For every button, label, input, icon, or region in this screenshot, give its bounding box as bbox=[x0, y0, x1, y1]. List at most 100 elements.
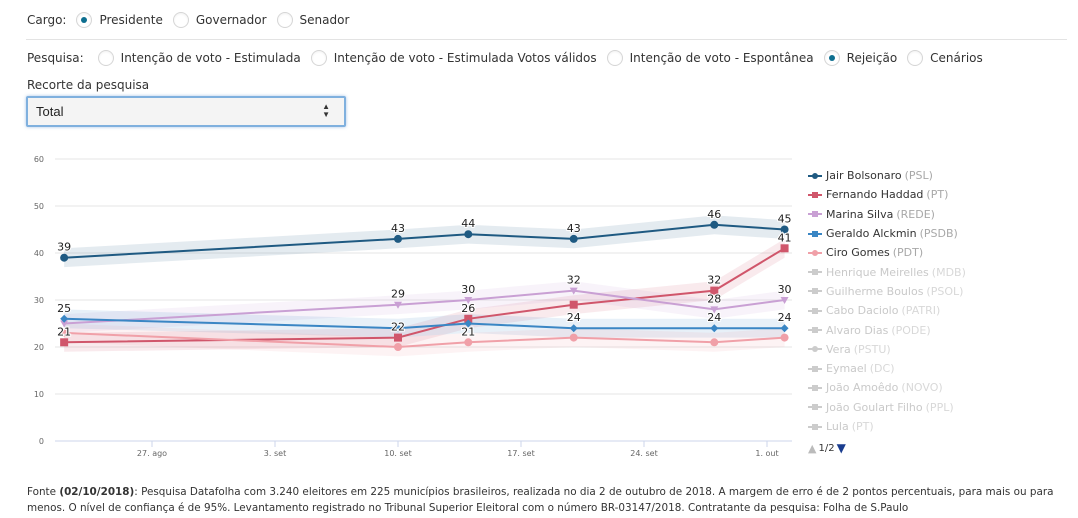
legend-marker-icon bbox=[808, 190, 822, 200]
data-label: 45 bbox=[778, 213, 792, 226]
data-label: 30 bbox=[778, 283, 792, 296]
legend-marker-icon bbox=[808, 229, 822, 239]
legend-marker-icon bbox=[808, 248, 822, 258]
recorte-select[interactable]: Total ▲ ▼ bbox=[26, 96, 346, 127]
data-point bbox=[710, 324, 719, 333]
radio-checked-icon[interactable] bbox=[823, 50, 840, 66]
data-point bbox=[60, 314, 69, 323]
legend-item[interactable]: Eymael (DC) bbox=[808, 359, 966, 378]
radio-label: Senador bbox=[299, 13, 350, 27]
divider bbox=[26, 39, 1067, 40]
data-point bbox=[569, 234, 578, 243]
radio-label: Rejeição bbox=[846, 51, 898, 65]
radio-label: Intenção de voto - Estimulada Votos váli… bbox=[333, 51, 597, 65]
legend-marker-icon bbox=[808, 344, 822, 354]
radio-unchecked-icon[interactable] bbox=[907, 50, 924, 66]
data-point bbox=[464, 297, 473, 304]
legend-name: João Amoêdo bbox=[826, 381, 899, 395]
legend-item[interactable]: Geraldo Alckmin (PSDB) bbox=[808, 224, 966, 243]
radio-label: Governador bbox=[195, 13, 267, 27]
pesquisa-option-espontanea[interactable]: Intenção de voto - Espontânea bbox=[606, 50, 814, 66]
legend-item[interactable]: João Goulart Filho (PPL) bbox=[808, 398, 966, 417]
line-chart: 0 10 20 30 40 50 60 27. ago 3. set 10. set 17. set… bbox=[34, 155, 793, 458]
source-note: Fonte (02/10/2018): Pesquisa Datafolha c… bbox=[27, 484, 1072, 516]
legend-item[interactable]: Cabo Daciolo (PATRI) bbox=[808, 301, 966, 320]
x-tick-label: 24. set bbox=[630, 449, 658, 458]
legend-item[interactable]: Lula (PT) bbox=[808, 417, 966, 436]
radio-checked-icon[interactable] bbox=[76, 12, 93, 28]
data-point bbox=[394, 333, 402, 342]
pesquisa-option-estimulada[interactable]: Intenção de voto - Estimulada bbox=[97, 50, 301, 66]
legend-item[interactable]: Fernando Haddad (PT) bbox=[808, 185, 966, 204]
data-label: 22 bbox=[391, 321, 405, 334]
legend-name: Lula bbox=[826, 420, 849, 433]
data-label: 21 bbox=[461, 325, 475, 338]
legend-page-down-icon[interactable]: ▼ bbox=[836, 441, 846, 455]
data-point bbox=[464, 314, 473, 323]
cargo-label: Cargo: bbox=[27, 13, 67, 27]
cargo-option-governador[interactable]: Governador bbox=[172, 12, 267, 28]
legend-marker-icon bbox=[808, 422, 822, 432]
legend-marker-icon bbox=[808, 402, 822, 412]
error-band bbox=[64, 309, 785, 338]
data-point bbox=[60, 338, 69, 347]
x-tick-label: 1. out bbox=[755, 449, 778, 458]
legend-marker-icon bbox=[808, 267, 822, 277]
radio-unchecked-icon[interactable] bbox=[606, 50, 623, 66]
data-point bbox=[710, 286, 719, 295]
legend-item[interactable]: Marina Silva (REDE) bbox=[808, 205, 966, 224]
pesquisa-option-rejeicao[interactable]: Rejeição bbox=[823, 50, 898, 66]
data-point bbox=[780, 244, 789, 253]
pesquisa-option-votos-validos[interactable]: Intenção de voto - Estimulada Votos váli… bbox=[310, 50, 597, 66]
data-label: 28 bbox=[707, 292, 721, 305]
legend-party: (NOVO) bbox=[901, 381, 943, 395]
legend-marker-icon bbox=[808, 286, 822, 296]
radio-unchecked-icon[interactable] bbox=[310, 50, 327, 66]
y-tick-label: 50 bbox=[34, 202, 44, 211]
data-point bbox=[710, 338, 719, 347]
legend-party: (PT) bbox=[851, 420, 874, 433]
radio-unchecked-icon[interactable] bbox=[97, 50, 114, 66]
legend-page-up-icon[interactable]: ▲ bbox=[808, 441, 817, 455]
legend-name: Fernando Haddad bbox=[826, 188, 924, 202]
radio-unchecked-icon[interactable] bbox=[172, 12, 189, 28]
data-point bbox=[394, 343, 402, 351]
data-label: 30 bbox=[461, 283, 475, 296]
data-label: 24 bbox=[707, 311, 721, 324]
data-point bbox=[569, 333, 578, 342]
legend-party: (DC) bbox=[869, 362, 895, 376]
legend-item[interactable]: Guilherme Boulos (PSOL) bbox=[808, 282, 966, 301]
legend-name: Guilherme Boulos bbox=[826, 284, 924, 298]
legend-item[interactable]: Jair Bolsonaro (PSL) bbox=[808, 166, 966, 185]
data-point bbox=[710, 306, 719, 314]
legend-item[interactable]: Henrique Meirelles (MDB) bbox=[808, 262, 966, 281]
y-tick-label: 40 bbox=[34, 249, 44, 258]
data-point bbox=[569, 324, 578, 333]
legend-item[interactable]: João Amoêdo (NOVO) bbox=[808, 378, 966, 397]
data-point bbox=[464, 319, 473, 328]
pesquisa-filter: Pesquisa: Intenção de voto - Estimulada … bbox=[27, 50, 993, 66]
data-point bbox=[710, 220, 719, 229]
pesquisa-option-cenarios[interactable]: Cenários bbox=[907, 50, 983, 66]
radio-label: Intenção de voto - Estimulada bbox=[120, 51, 301, 65]
legend-party: (PSOL) bbox=[926, 284, 964, 298]
series-line bbox=[64, 289, 785, 325]
data-point bbox=[780, 297, 789, 304]
data-label: 24 bbox=[778, 311, 792, 324]
cargo-option-presidente[interactable]: Presidente bbox=[76, 12, 163, 28]
legend-marker-icon bbox=[808, 306, 822, 316]
legend-item[interactable]: Vera (PSTU) bbox=[808, 340, 966, 359]
cargo-option-senador[interactable]: Senador bbox=[276, 12, 350, 28]
legend-party: (PODE) bbox=[891, 323, 931, 337]
data-point bbox=[780, 333, 789, 342]
legend-name: Alvaro Dias bbox=[826, 323, 889, 337]
legend-item[interactable]: Ciro Gomes (PDT) bbox=[808, 243, 966, 262]
legend-item[interactable]: Alvaro Dias (PODE) bbox=[808, 320, 966, 339]
data-label: 43 bbox=[391, 222, 405, 235]
data-label: 26 bbox=[461, 302, 475, 315]
y-tick-label: 30 bbox=[34, 296, 44, 305]
data-label: 25 bbox=[57, 302, 71, 315]
radio-unchecked-icon[interactable] bbox=[276, 12, 293, 28]
error-band bbox=[64, 215, 785, 268]
data-label: 44 bbox=[461, 217, 475, 230]
